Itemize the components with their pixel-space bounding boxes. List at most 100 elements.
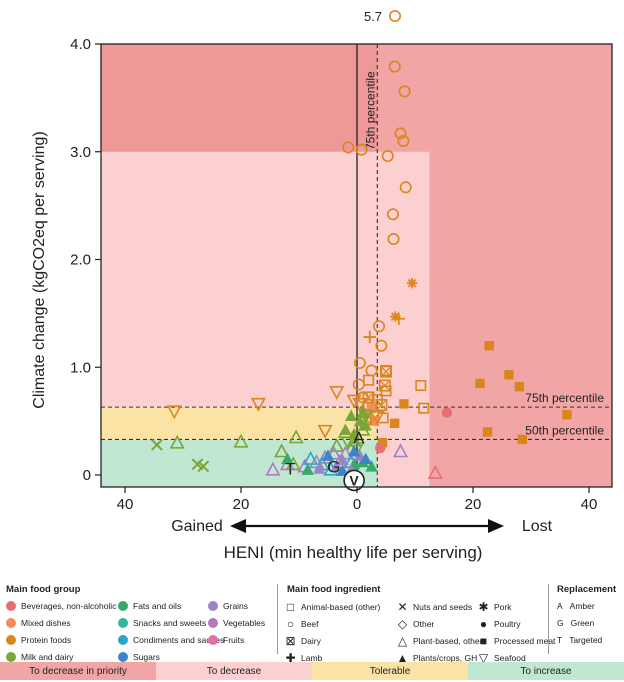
- data-point: [169, 434, 185, 449]
- data-point: [562, 409, 572, 420]
- legend-item: ✱ Pork: [477, 601, 511, 613]
- legend-item: Snacks and sweets: [118, 618, 206, 628]
- data-point: [166, 405, 182, 420]
- data-point: [375, 442, 386, 454]
- data-point: [399, 181, 412, 194]
- data-point: [387, 233, 400, 246]
- legend-symbol-icon: ✕: [397, 600, 408, 614]
- series-processed-meat: [377, 341, 572, 448]
- percentile-75-vertical-label: 75th percentile: [363, 71, 377, 150]
- data-point: [517, 434, 527, 445]
- data-point: [347, 427, 361, 440]
- replacement-marker: A: [353, 428, 365, 447]
- data-point: [265, 461, 281, 476]
- legend-item: Condiments and sauces: [118, 635, 224, 645]
- data-point: [390, 311, 401, 322]
- data-point: [377, 437, 388, 448]
- legend-label: Grains: [223, 601, 249, 611]
- legend-item: ■ Processed meat: [477, 634, 556, 648]
- legend-label: Snacks and sweets: [133, 618, 207, 628]
- series-seafood: [166, 386, 385, 439]
- data-point: [394, 127, 407, 140]
- legend-label: Vegetables: [223, 618, 266, 628]
- data-point: [369, 410, 385, 425]
- direction-arrow-left-head: [230, 519, 246, 533]
- data-point: [321, 449, 335, 461]
- legend-label: Milk and dairy: [21, 652, 74, 662]
- data-points: AG T V: [150, 10, 572, 492]
- y-tick-label: 4.0: [70, 36, 91, 53]
- data-point: [375, 398, 388, 411]
- data-point: [398, 85, 411, 98]
- legend-item: ✕ Nuts and seeds: [396, 601, 472, 613]
- data-point: [301, 463, 314, 475]
- data-point: [326, 445, 342, 460]
- outlier-point: [388, 10, 401, 22]
- legend-item: Protein foods: [6, 635, 71, 645]
- legend-symbol-icon: △: [397, 634, 408, 648]
- direction-arrow-right-head: [488, 519, 504, 533]
- legend-label: Dairy: [301, 636, 321, 646]
- series-plants-crops-gh-sugars: [321, 445, 372, 476]
- zone-tolerable: [101, 407, 378, 440]
- data-point: [484, 341, 494, 351]
- x-axis-label: HENI (min healthy life per serving): [224, 543, 483, 562]
- legend-label: Plants/crops, GH: [413, 653, 478, 663]
- data-point: [415, 380, 427, 392]
- data-point: [353, 414, 367, 427]
- data-point: [359, 419, 372, 431]
- legend-replacement-label: Targeted: [569, 635, 603, 645]
- data-point: [386, 208, 399, 221]
- legend-symbol-icon: ■: [479, 634, 488, 648]
- legend-color-swatch: [208, 601, 218, 611]
- data-point: [378, 379, 391, 392]
- data-point: [356, 406, 369, 418]
- legend-label: Fruits: [223, 635, 245, 645]
- data-point: [347, 445, 361, 457]
- data-point: [197, 460, 210, 473]
- legend-label: Plant-based, other: [413, 636, 483, 646]
- data-point: [427, 464, 443, 479]
- legend-group-title: Main food group: [6, 584, 81, 595]
- data-point: [353, 356, 366, 369]
- series-plant-based-other-grains: [326, 443, 409, 460]
- legend-item: Vegetables: [208, 618, 265, 628]
- legend-replacement-letter: T: [557, 635, 563, 645]
- scatter-chart: 75th percentile 75th percentile 50th perce…: [31, 9, 613, 562]
- legend-color-swatch: [208, 635, 218, 645]
- data-point: [381, 150, 394, 163]
- x-tick-label: 20: [465, 496, 482, 513]
- legend-color-swatch: [6, 601, 16, 611]
- data-point: [390, 418, 400, 428]
- legend-item: ● Poultry: [477, 617, 521, 631]
- legend-color-swatch: [118, 635, 128, 645]
- data-point: [150, 438, 163, 451]
- legend-symbol-icon: ●: [479, 617, 488, 631]
- data-point: [388, 60, 401, 73]
- legend-label: Lamb: [301, 653, 323, 663]
- y-tick-label: 1.0: [70, 359, 91, 376]
- direction-gained: Gained: [171, 518, 223, 535]
- legend-label: Nuts and seeds: [413, 602, 473, 612]
- legend-item: Milk and dairy: [6, 652, 73, 662]
- legend-item: Mixed dishes: [6, 618, 71, 628]
- data-point: [336, 464, 349, 476]
- data-point: [359, 452, 372, 465]
- series-nuts-and-seeds: [150, 438, 210, 473]
- data-point: [336, 453, 349, 466]
- data-point: [475, 378, 485, 389]
- legend-item: ○ Beef: [284, 618, 319, 630]
- legend: Main food group Beverages, non-alcoholic…: [0, 580, 624, 682]
- legend-replacement-letter: G: [557, 618, 564, 628]
- legend-item: Grains: [208, 601, 248, 611]
- data-point: [274, 443, 290, 458]
- legend-label: Seafood: [494, 653, 526, 663]
- legend-symbol-icon: ⊠: [285, 634, 296, 648]
- legend-label: Animal-based (other): [301, 602, 381, 612]
- data-point: [345, 409, 358, 421]
- y-tick-label: 3.0: [70, 144, 91, 161]
- data-point: [346, 394, 362, 409]
- data-point: [406, 278, 418, 289]
- legend-replacement-title: Replacement: [557, 584, 617, 595]
- zone-decrease-priority-top: [101, 44, 378, 152]
